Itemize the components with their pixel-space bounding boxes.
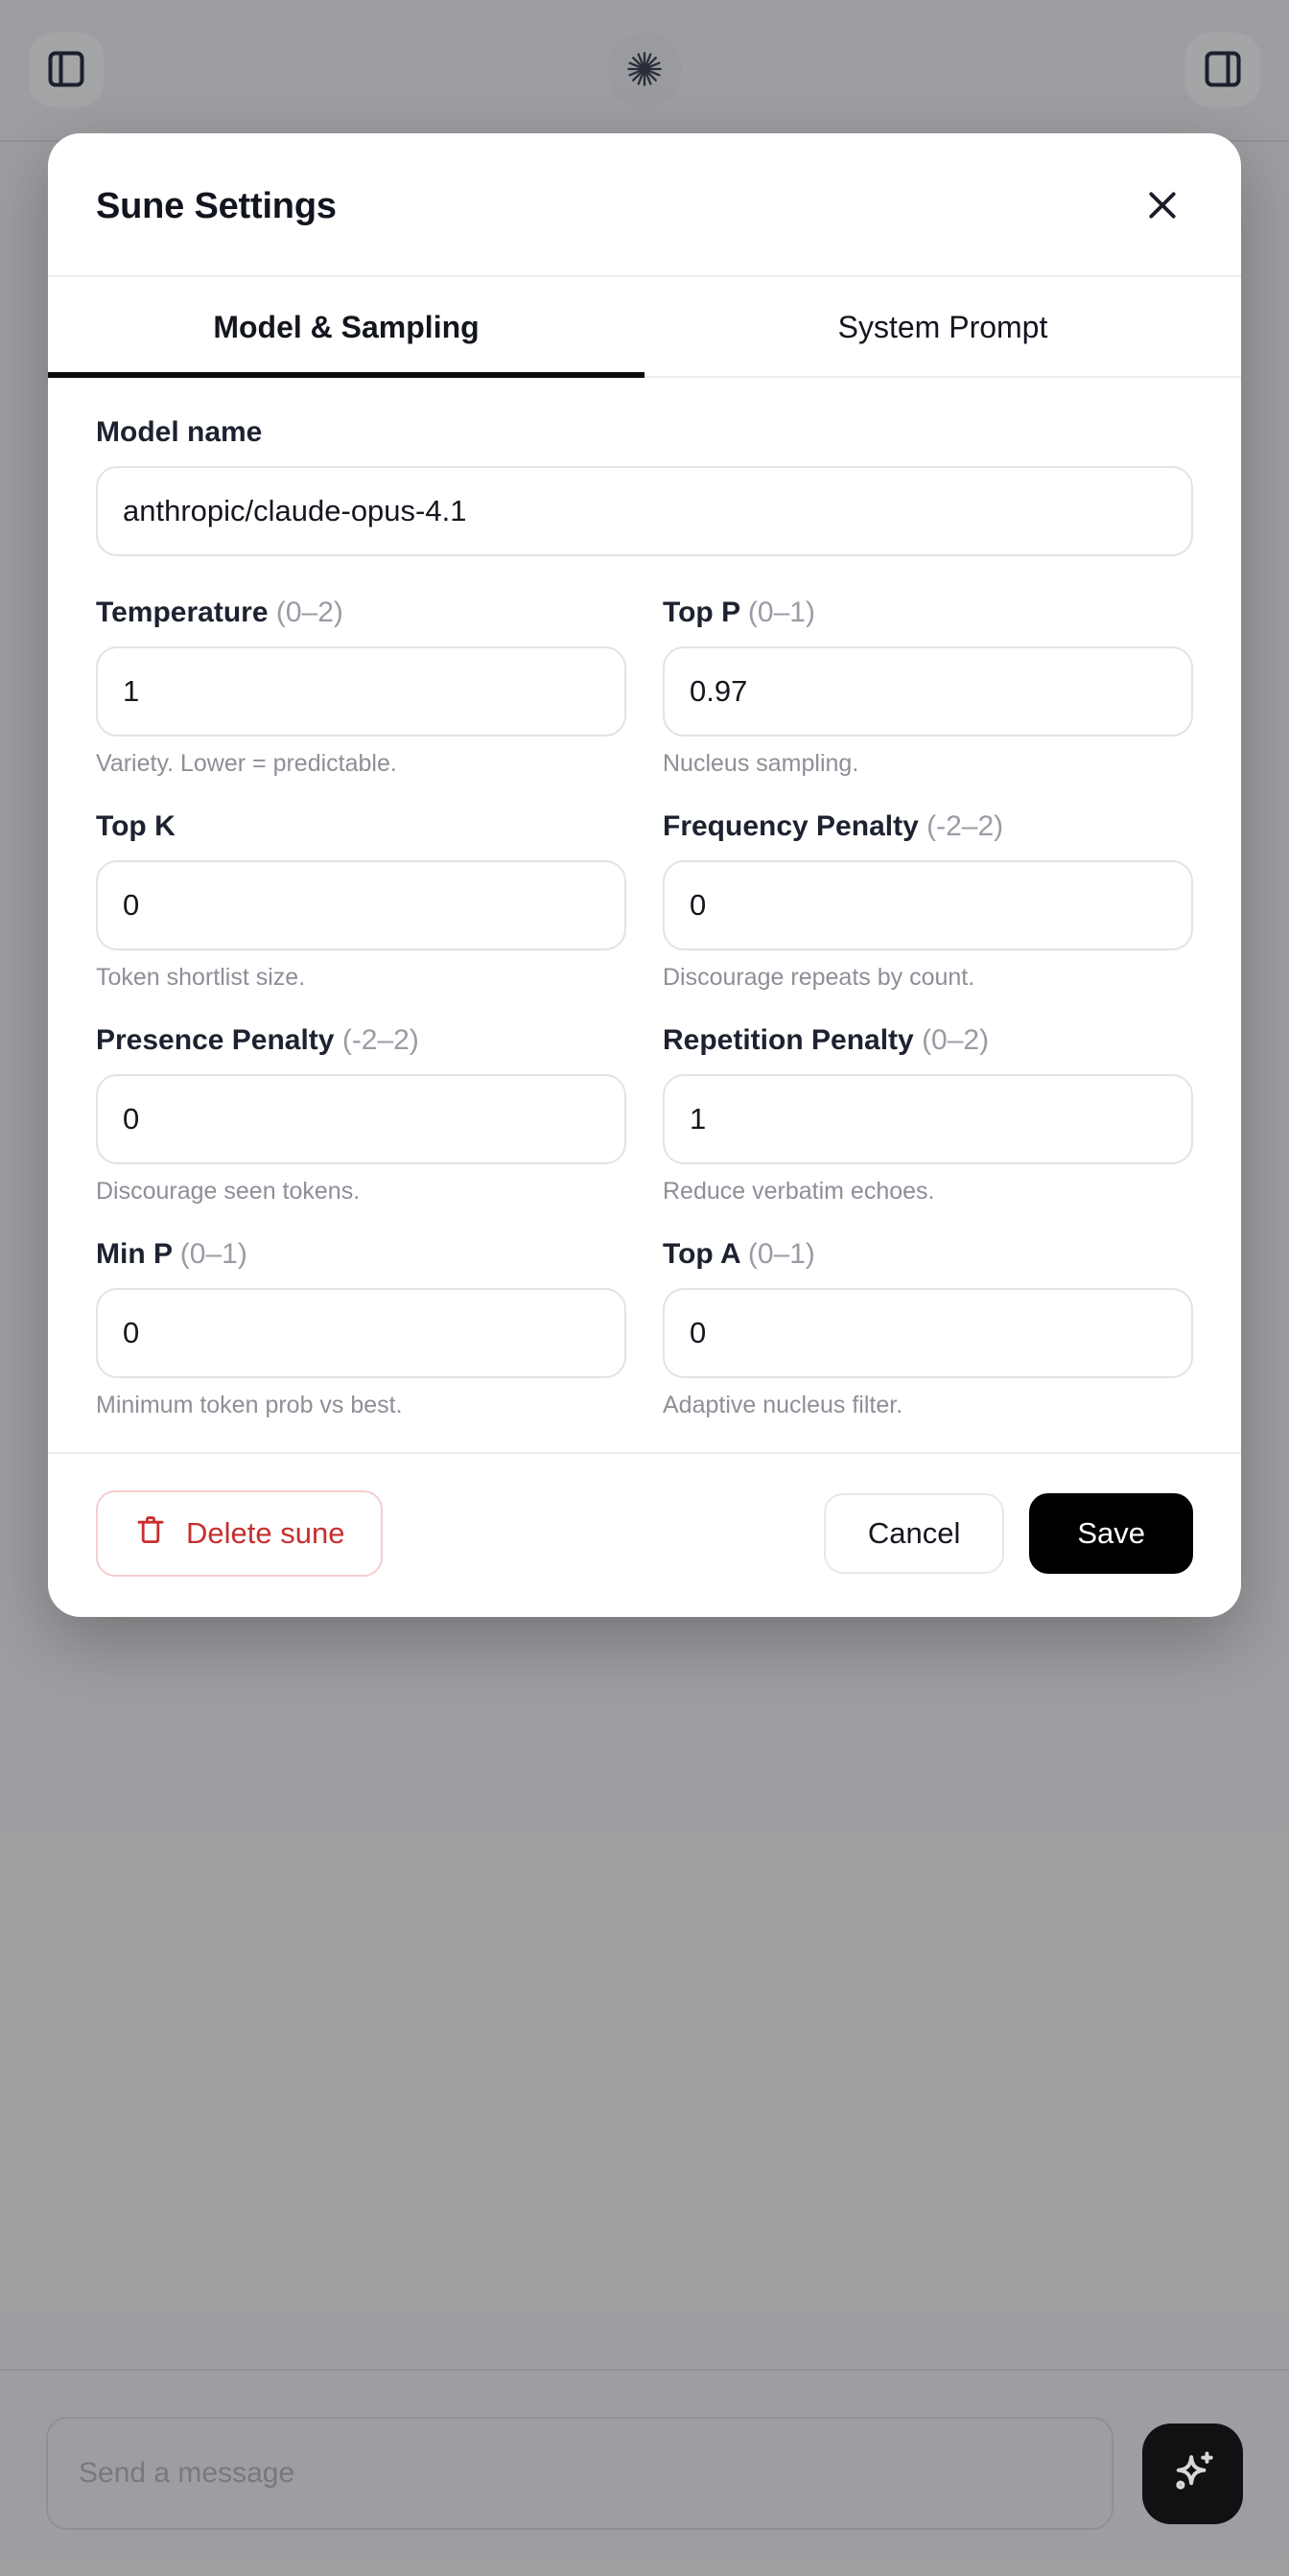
model-name-label: Model name	[96, 416, 263, 448]
delete-sune-button[interactable]: Delete sune	[96, 1490, 384, 1577]
top-a-label: Top A (0–1)	[663, 1238, 815, 1270]
burst-asterisk-button[interactable]	[607, 33, 682, 107]
top-a-range: (0–1)	[747, 1238, 815, 1270]
top-a-helper: Adaptive nucleus filter.	[663, 1392, 903, 1418]
min-p-label: Min P (0–1)	[96, 1238, 247, 1270]
sampling-parameter-grid: Temperature (0–2) Variety. Lower = predi…	[96, 597, 1193, 1419]
field-top-a: Top A (0–1) Adaptive nucleus filter.	[663, 1238, 1193, 1419]
top-k-label: Top K	[96, 810, 176, 842]
repetition-penalty-range: (0–2)	[922, 1024, 990, 1056]
frequency-penalty-input[interactable]	[663, 860, 1193, 950]
footer-actions: Cancel Save	[823, 1493, 1193, 1574]
top-k-helper: Token shortlist size.	[96, 964, 306, 991]
cancel-button[interactable]: Cancel	[823, 1493, 1005, 1574]
composer-bar: Send a message	[0, 2369, 1289, 2576]
temperature-label: Temperature (0–2)	[96, 597, 343, 628]
trash-icon	[134, 1513, 167, 1554]
presence-penalty-range: (-2–2)	[341, 1024, 419, 1056]
close-button[interactable]	[1132, 176, 1193, 237]
panel-right-icon	[1202, 48, 1244, 93]
presence-penalty-label: Presence Penalty (-2–2)	[96, 1024, 419, 1056]
field-temperature: Temperature (0–2) Variety. Lower = predi…	[96, 597, 626, 778]
repetition-penalty-label: Repetition Penalty (0–2)	[663, 1024, 990, 1056]
top-p-range: (0–1)	[747, 597, 815, 628]
top-k-input[interactable]	[96, 860, 626, 950]
dialog-footer: Delete sune Cancel Save	[48, 1454, 1241, 1617]
send-button[interactable]	[1142, 2423, 1243, 2524]
top-p-helper: Nucleus sampling.	[663, 750, 859, 777]
dialog-body: Model name Temperature (0–2) Variety. Lo…	[48, 378, 1241, 1454]
frequency-penalty-range: (-2–2)	[926, 810, 1004, 842]
burst-asterisk-icon	[624, 49, 665, 92]
presence-penalty-input[interactable]	[96, 1074, 626, 1164]
field-top-p: Top P (0–1) Nucleus sampling.	[663, 597, 1193, 778]
panel-right-toggle-button[interactable]	[1185, 33, 1260, 107]
close-icon	[1143, 186, 1182, 227]
repetition-penalty-input[interactable]	[663, 1074, 1193, 1164]
min-p-range: (0–1)	[179, 1238, 247, 1270]
dialog-tabs: Model & Sampling System Prompt	[48, 277, 1241, 378]
page-title: Sune Settings	[96, 185, 337, 226]
top-p-input[interactable]	[663, 646, 1193, 737]
field-top-k: Top K Token shortlist size.	[96, 810, 626, 992]
field-frequency-penalty: Frequency Penalty (-2–2) Discourage repe…	[663, 810, 1193, 992]
temperature-range: (0–2)	[275, 597, 343, 628]
temperature-input[interactable]	[96, 646, 626, 737]
field-presence-penalty: Presence Penalty (-2–2) Discourage seen …	[96, 1024, 626, 1206]
top-p-label: Top P (0–1)	[663, 597, 815, 628]
presence-penalty-helper: Discourage seen tokens.	[96, 1178, 361, 1205]
sune-settings-dialog: Sune Settings Model & Sampling System Pr…	[48, 133, 1241, 1617]
min-p-helper: Minimum token prob vs best.	[96, 1392, 403, 1418]
panel-left-icon	[45, 48, 87, 93]
tab-model-sampling[interactable]: Model & Sampling	[48, 277, 644, 378]
dialog-header: Sune Settings	[48, 133, 1241, 277]
frequency-penalty-helper: Discourage repeats by count.	[663, 964, 975, 991]
delete-sune-label: Delete sune	[186, 1516, 345, 1550]
model-name-input[interactable]	[96, 466, 1193, 556]
top-a-input[interactable]	[663, 1288, 1193, 1378]
repetition-penalty-helper: Reduce verbatim echoes.	[663, 1178, 935, 1205]
tab-system-prompt[interactable]: System Prompt	[644, 277, 1241, 378]
frequency-penalty-label: Frequency Penalty (-2–2)	[663, 810, 1004, 842]
field-repetition-penalty: Repetition Penalty (0–2) Reduce verbatim…	[663, 1024, 1193, 1206]
message-input[interactable]: Send a message	[46, 2417, 1113, 2530]
save-button[interactable]: Save	[1029, 1493, 1193, 1574]
panel-left-toggle-button[interactable]	[29, 33, 104, 107]
field-min-p: Min P (0–1) Minimum token prob vs best.	[96, 1238, 626, 1419]
sparkle-icon	[1166, 2446, 1220, 2502]
min-p-input[interactable]	[96, 1288, 626, 1378]
model-name-field: Model name	[96, 416, 1193, 556]
temperature-helper: Variety. Lower = predictable.	[96, 750, 397, 777]
